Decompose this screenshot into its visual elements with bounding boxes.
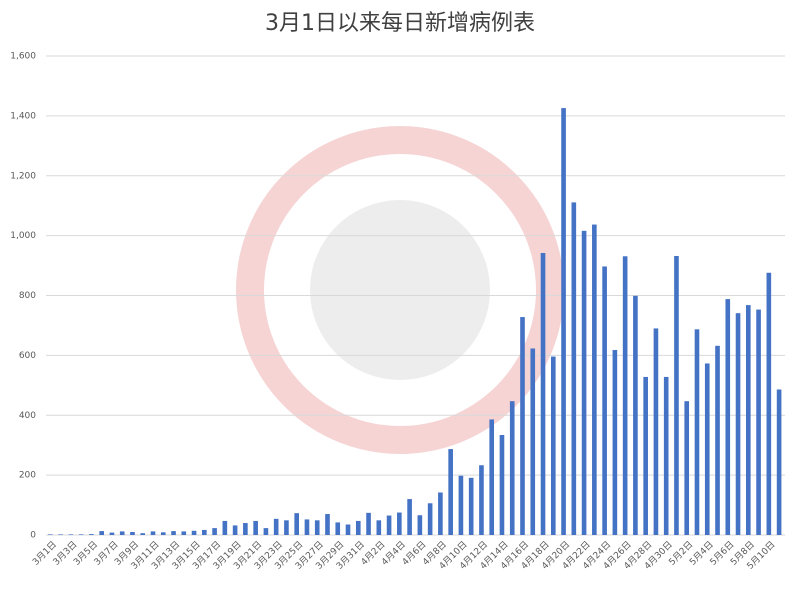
bar xyxy=(160,532,166,535)
bar xyxy=(581,230,587,535)
y-tick-label: 1,600 xyxy=(10,52,36,62)
bar xyxy=(479,465,484,535)
bar xyxy=(468,477,474,535)
bar xyxy=(232,525,238,535)
bar xyxy=(397,512,402,535)
bar xyxy=(222,520,228,535)
bar xyxy=(704,363,710,535)
bar xyxy=(335,522,341,535)
bar xyxy=(745,305,751,535)
bar xyxy=(243,523,248,535)
bar xyxy=(776,389,782,535)
bar xyxy=(376,520,382,535)
chart-title: 3月1日以来每日新增病例表 xyxy=(265,11,535,36)
bar xyxy=(612,349,618,535)
bar xyxy=(602,266,607,535)
bar xyxy=(314,520,320,535)
bar xyxy=(284,520,289,535)
bar xyxy=(438,492,443,535)
bar xyxy=(263,528,269,535)
bar xyxy=(715,345,720,535)
bar xyxy=(181,531,187,535)
bar xyxy=(99,531,104,535)
bar xyxy=(109,532,115,535)
bar xyxy=(530,348,536,535)
bar xyxy=(489,419,495,535)
bar xyxy=(633,295,638,535)
bar xyxy=(417,515,423,535)
bar xyxy=(150,531,156,535)
bar xyxy=(694,329,700,535)
bar xyxy=(684,401,690,535)
bar xyxy=(407,499,412,535)
y-tick-label: 800 xyxy=(19,291,36,301)
bar xyxy=(735,313,741,535)
y-tick-label: 1,200 xyxy=(10,171,36,181)
bar xyxy=(458,475,464,535)
bar xyxy=(212,528,217,535)
bar xyxy=(756,309,761,535)
y-tick-label: 1,400 xyxy=(10,111,36,121)
watermark-core xyxy=(310,200,490,380)
bar xyxy=(89,534,94,535)
y-tick-label: 1,000 xyxy=(10,231,36,241)
bar xyxy=(663,376,669,535)
bar xyxy=(130,532,135,535)
bar xyxy=(509,401,515,535)
bar xyxy=(520,317,525,535)
bar xyxy=(448,449,453,535)
bar xyxy=(386,515,392,535)
bar xyxy=(58,534,63,535)
bar xyxy=(592,224,597,535)
bar xyxy=(366,512,371,535)
bar xyxy=(725,299,731,535)
bar xyxy=(48,534,53,535)
bar xyxy=(294,513,300,535)
y-tick-label: 0 xyxy=(30,531,36,541)
bar xyxy=(171,531,176,535)
bar xyxy=(202,529,207,535)
bar xyxy=(571,202,577,535)
bar xyxy=(766,272,772,535)
bar xyxy=(427,503,433,535)
bar xyxy=(561,108,566,535)
bar xyxy=(355,520,361,535)
y-tick-label: 400 xyxy=(19,411,36,421)
bar xyxy=(540,252,546,535)
bar xyxy=(68,534,74,535)
bar xyxy=(253,520,258,535)
watermark xyxy=(236,126,564,454)
bar xyxy=(140,533,146,535)
bar xyxy=(273,518,279,535)
y-tick-label: 600 xyxy=(19,351,36,361)
bar xyxy=(325,514,330,535)
bar xyxy=(345,524,351,535)
bar xyxy=(304,519,310,535)
bar xyxy=(674,255,679,536)
bar xyxy=(119,531,125,535)
bar xyxy=(653,328,659,535)
y-tick-label: 200 xyxy=(19,471,36,481)
bar xyxy=(191,530,197,535)
bar xyxy=(643,376,648,535)
bar xyxy=(78,534,84,535)
bar xyxy=(499,435,505,535)
bar xyxy=(550,356,556,535)
bar xyxy=(622,256,628,535)
